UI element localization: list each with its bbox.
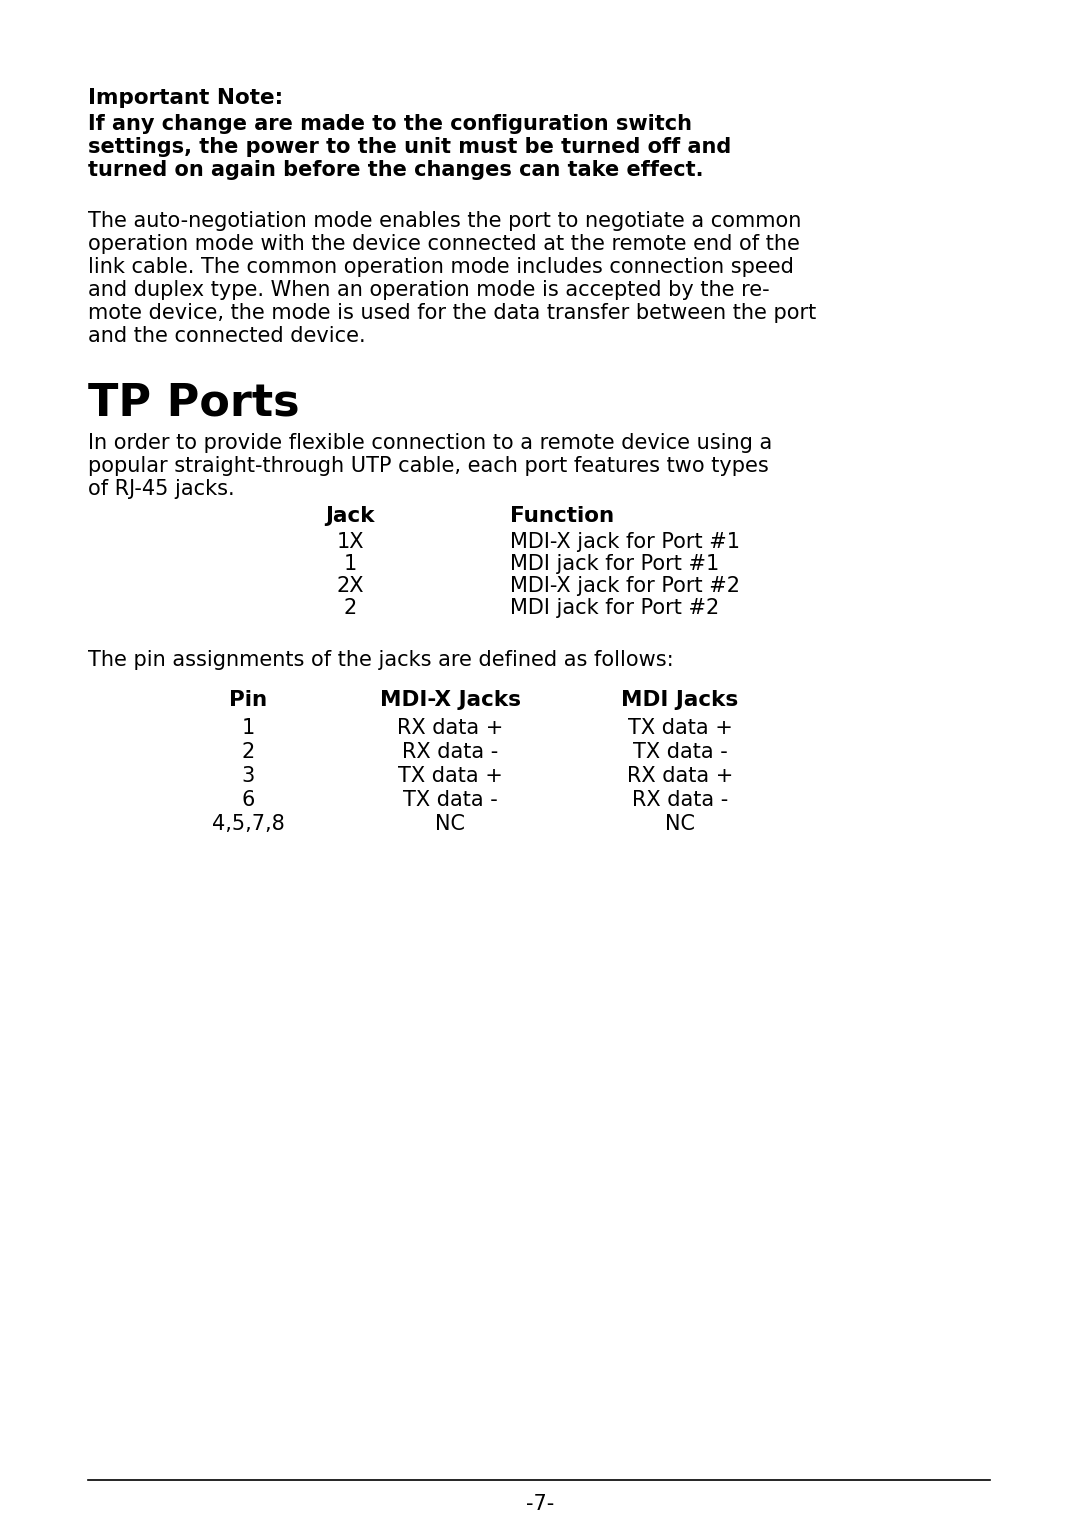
Text: TX data -: TX data -: [633, 742, 727, 762]
Text: and the connected device.: and the connected device.: [87, 326, 366, 346]
Text: Jack: Jack: [325, 505, 375, 525]
Text: RX data +: RX data +: [626, 766, 733, 786]
Text: Important Note:: Important Note:: [87, 88, 283, 108]
Text: 4,5,7,8: 4,5,7,8: [212, 814, 284, 834]
Text: turned on again before the changes can take effect.: turned on again before the changes can t…: [87, 160, 703, 180]
Text: In order to provide flexible connection to a remote device using a: In order to provide flexible connection …: [87, 433, 772, 453]
Text: TX data -: TX data -: [403, 790, 498, 809]
Text: 6: 6: [241, 790, 255, 809]
Text: 1: 1: [241, 717, 255, 737]
Text: TX data +: TX data +: [627, 717, 732, 737]
Text: 2: 2: [343, 598, 356, 617]
Text: mote device, the mode is used for the data transfer between the port: mote device, the mode is used for the da…: [87, 303, 816, 323]
Text: and duplex type. When an operation mode is accepted by the re-: and duplex type. When an operation mode …: [87, 280, 770, 300]
Text: RX data +: RX data +: [396, 717, 503, 737]
Text: 3: 3: [241, 766, 255, 786]
Text: NC: NC: [665, 814, 696, 834]
Text: 1X: 1X: [336, 531, 364, 551]
Text: link cable. The common operation mode includes connection speed: link cable. The common operation mode in…: [87, 257, 794, 276]
Text: If any change are made to the configuration switch: If any change are made to the configurat…: [87, 114, 692, 134]
Text: MDI jack for Port #2: MDI jack for Port #2: [510, 598, 719, 617]
Text: MDI-X jack for Port #1: MDI-X jack for Port #1: [510, 531, 740, 551]
Text: MDI jack for Port #1: MDI jack for Port #1: [510, 554, 719, 574]
Text: The auto-negotiation mode enables the port to negotiate a common: The auto-negotiation mode enables the po…: [87, 210, 801, 230]
Text: 1: 1: [343, 554, 356, 574]
Text: MDI-X jack for Port #2: MDI-X jack for Port #2: [510, 576, 740, 596]
Text: The pin assignments of the jacks are defined as follows:: The pin assignments of the jacks are def…: [87, 650, 674, 670]
Text: MDI Jacks: MDI Jacks: [621, 690, 739, 710]
Text: NC: NC: [435, 814, 465, 834]
Text: RX data -: RX data -: [402, 742, 498, 762]
Text: MDI-X Jacks: MDI-X Jacks: [379, 690, 521, 710]
Text: Pin: Pin: [229, 690, 267, 710]
Text: TX data +: TX data +: [397, 766, 502, 786]
Text: RX data -: RX data -: [632, 790, 728, 809]
Text: Function: Function: [510, 505, 615, 525]
Text: -7-: -7-: [526, 1495, 554, 1514]
Text: of RJ-45 jacks.: of RJ-45 jacks.: [87, 479, 234, 499]
Text: settings, the power to the unit must be turned off and: settings, the power to the unit must be …: [87, 137, 731, 157]
Text: TP Ports: TP Ports: [87, 381, 299, 424]
Text: operation mode with the device connected at the remote end of the: operation mode with the device connected…: [87, 233, 800, 253]
Text: 2: 2: [241, 742, 255, 762]
Text: popular straight-through UTP cable, each port features two types: popular straight-through UTP cable, each…: [87, 456, 769, 476]
Text: 2X: 2X: [336, 576, 364, 596]
